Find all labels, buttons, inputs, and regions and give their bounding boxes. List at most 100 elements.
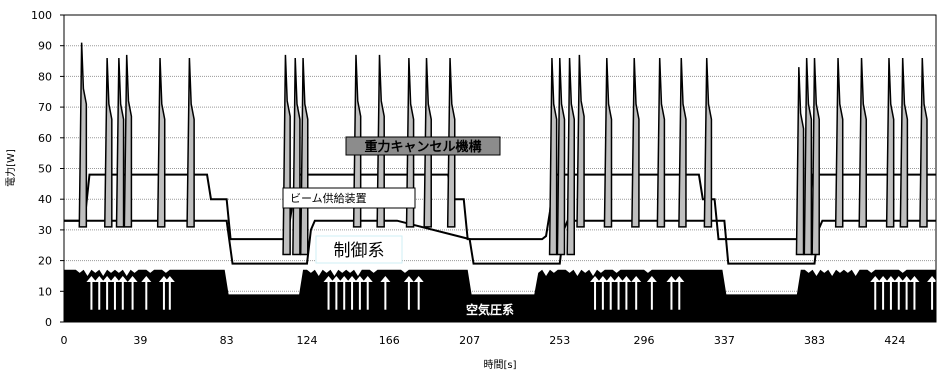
gravity-spike	[548, 57, 558, 256]
gravity-spike	[576, 54, 585, 228]
gravity-spike	[703, 57, 713, 228]
gravity-spike	[656, 57, 666, 228]
gravity-spike	[103, 57, 113, 228]
air-arrow-head	[403, 275, 414, 282]
gravity-spike	[78, 42, 88, 228]
y-axis-label: 電力[W]	[4, 149, 17, 187]
air-arrow-head	[878, 275, 889, 282]
y-tick-label: 60	[38, 132, 52, 145]
air-arrow-head	[127, 275, 138, 282]
gravity-annotation: 重力キャンセル機構	[345, 136, 501, 156]
air-arrow-head	[666, 275, 677, 282]
gravity-spike	[631, 57, 640, 228]
gravity-spike	[566, 57, 576, 256]
y-tick-label: 50	[38, 163, 52, 176]
x-tick-label: 0	[61, 334, 68, 347]
air-arrow-head	[621, 275, 632, 282]
air-arrow-head	[339, 275, 350, 282]
air-arrow-head	[927, 275, 938, 282]
air-arrow-head	[323, 275, 334, 282]
air-arrow-head	[893, 275, 904, 282]
control-annotation-label: 制御系	[334, 241, 385, 261]
gravity-spike	[556, 57, 566, 256]
air-arrow-head	[102, 275, 113, 282]
x-tick-label: 39	[133, 334, 147, 347]
air-arrow-head	[362, 275, 373, 282]
air-arrow-head	[94, 275, 105, 282]
gravity-spike	[603, 57, 613, 228]
air-arrow-head	[597, 275, 608, 282]
y-tick-label: 20	[38, 255, 52, 268]
y-tick-label: 40	[38, 193, 52, 206]
gravity-spike	[186, 57, 195, 228]
control-annotation: 制御系	[315, 235, 403, 264]
gravity-spike	[919, 57, 928, 228]
gravity-spike	[858, 57, 867, 228]
air-arrow-head	[86, 275, 97, 282]
air-arrow-head	[870, 275, 881, 282]
gravity-spike	[123, 54, 133, 228]
gravity-spike	[834, 57, 844, 228]
y-tick-label: 100	[31, 9, 52, 22]
air-arrow-head	[413, 275, 424, 282]
x-tick-label: 253	[549, 334, 570, 347]
air-arrow-head	[164, 275, 175, 282]
gravity-spike	[156, 57, 166, 228]
y-tick-label: 30	[38, 224, 52, 237]
air-arrow-head	[331, 275, 342, 282]
air-arrow-head	[613, 275, 624, 282]
air-arrow-head	[109, 275, 120, 282]
x-tick-label: 424	[884, 334, 905, 347]
y-tick-labels: 0 10 20 30 40 50 60 70 80 90 100	[31, 9, 64, 329]
beam-annotation: ビーム供給装置	[282, 187, 416, 209]
x-tick-label: 166	[379, 334, 400, 347]
air-arrow-head	[117, 275, 128, 282]
air-arrow-head	[141, 275, 152, 282]
y-tick-label: 70	[38, 101, 52, 114]
y-tick-label: 0	[45, 316, 52, 329]
gravity-spike	[899, 57, 909, 228]
control-system-line	[64, 219, 936, 265]
y-tick-label: 10	[38, 285, 52, 298]
air-arrow-head	[909, 275, 920, 282]
gravity-spike	[885, 57, 895, 228]
gravity-cancel-spikes	[78, 42, 928, 256]
air-arrow-head	[347, 275, 358, 282]
air-arrow-head	[354, 275, 365, 282]
air-arrow-head	[380, 275, 391, 282]
gravity-spike	[795, 67, 805, 256]
air-arrow-head	[631, 275, 642, 282]
gravity-spike	[811, 57, 820, 256]
air-pressure-area	[64, 269, 936, 322]
control-annotation-box	[315, 235, 403, 264]
x-tick-label: 383	[804, 334, 825, 347]
air-arrow-head	[901, 275, 912, 282]
air-annotation-label: 空気圧系	[466, 302, 514, 317]
beam-annotation-label: ビーム供給装置	[290, 191, 367, 205]
air-arrow-head	[674, 275, 685, 282]
air-arrow-head	[605, 275, 616, 282]
control-system-path	[64, 219, 936, 265]
gravity-spike	[678, 57, 687, 228]
air-arrow-head	[590, 275, 601, 282]
x-axis-label: 時間[s]	[483, 359, 516, 371]
air-arrow-head	[646, 275, 657, 282]
gravity-annotation-label: 重力キャンセル機構	[364, 139, 481, 155]
y-tick-label: 90	[38, 40, 52, 53]
gravity-spike	[803, 57, 813, 256]
x-tick-label: 296	[634, 334, 655, 347]
x-tick-label: 124	[296, 334, 317, 347]
air-pressure-arrows	[86, 275, 938, 310]
x-tick-labels: 0 39 83 124 166 207 253 296 337 383 424	[61, 334, 906, 347]
x-tick-label: 83	[220, 334, 234, 347]
beam-annotation-box	[282, 187, 416, 209]
x-tick-label: 337	[714, 334, 735, 347]
x-tick-label: 207	[459, 334, 480, 347]
gravity-annotation-box	[345, 136, 501, 156]
air-pressure-fill	[64, 269, 936, 322]
air-arrow-head	[885, 275, 896, 282]
y-tick-label: 80	[38, 70, 52, 83]
gravity-spike	[115, 57, 125, 228]
